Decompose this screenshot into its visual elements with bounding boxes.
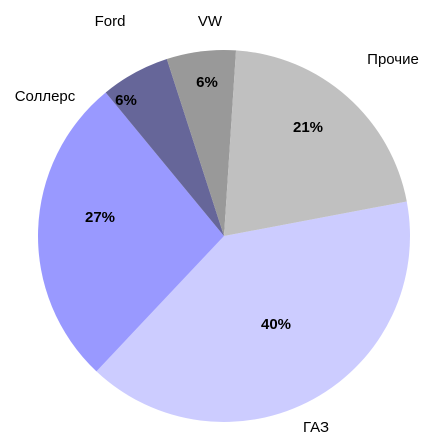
value-label: 6% (115, 92, 137, 109)
slice-label: ГАЗ (303, 419, 329, 436)
pie-slice (224, 50, 407, 236)
slice-label: Ford (95, 13, 126, 30)
value-label: 40% (261, 316, 291, 333)
slice-label: Соллерс (15, 88, 76, 105)
value-label: 21% (293, 119, 323, 136)
value-label: 6% (196, 74, 218, 91)
value-label: 27% (85, 209, 115, 226)
pie-slice (166, 49, 237, 236)
slice-label: Прочие (367, 51, 419, 68)
slice-label: VW (198, 13, 223, 30)
pie-slice (38, 92, 225, 372)
pie-slice (96, 201, 410, 423)
pie-slice (105, 59, 224, 236)
